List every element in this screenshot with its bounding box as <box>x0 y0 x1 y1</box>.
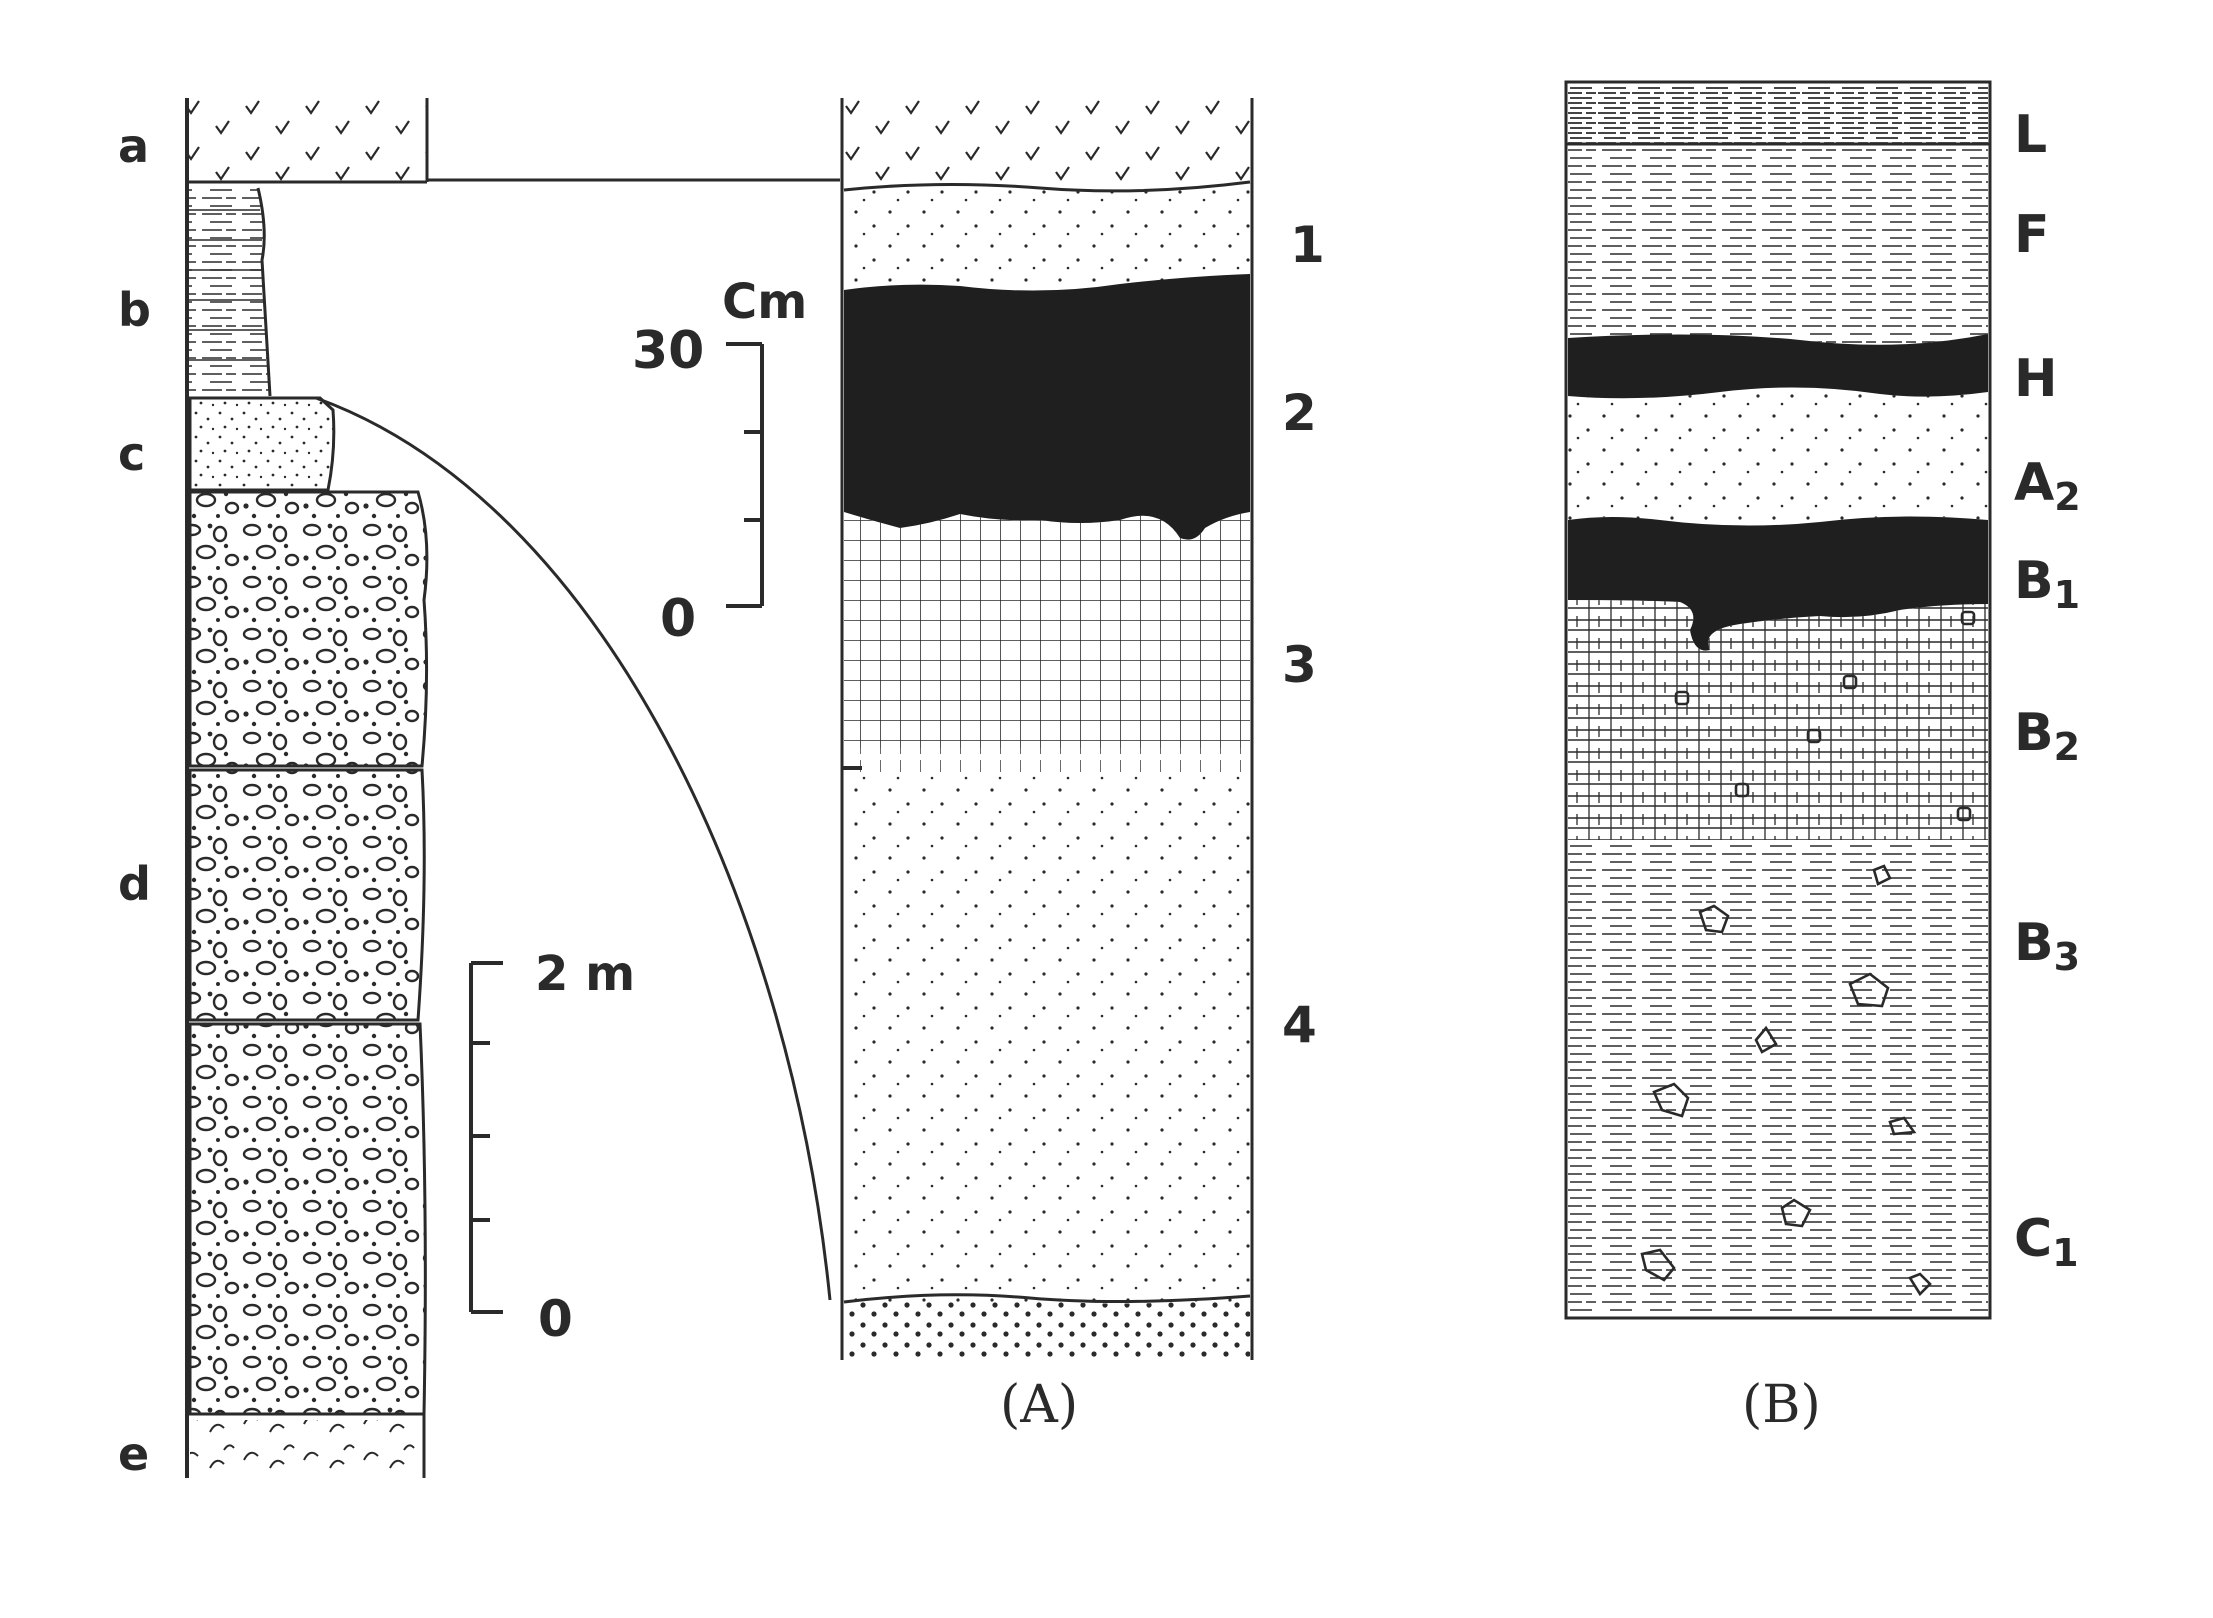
column-a-layer-numbers: 1 2 3 4 <box>1282 216 1325 1054</box>
column-a-vegetation <box>844 98 1250 188</box>
cm-scale-bottom-label: 0 <box>660 589 696 649</box>
left-scale-top-label: 2 m <box>535 946 635 1002</box>
layer-e-bedrock <box>190 1414 426 1478</box>
cm-scale-top-label: 30 <box>632 321 704 381</box>
layer-number-3: 3 <box>1282 636 1317 694</box>
horizon-f-fermentation <box>1568 146 1988 345</box>
horizon-b3-c1 <box>1568 840 1988 1316</box>
label-a: a <box>118 119 149 173</box>
column-b-horizon-labels: L F H A2 B1 B2 B3 C1 <box>2014 105 2081 1275</box>
horizon-label-b2: B2 <box>2014 703 2080 769</box>
horizon-a2-eluvial <box>1568 387 1988 526</box>
label-d: d <box>118 857 151 911</box>
horizon-label-l: L <box>2014 105 2047 165</box>
column-a-layer-4-sand <box>843 776 1251 1304</box>
left-scale-bar: 2 m 0 <box>469 946 635 1348</box>
column-a-scale-bar: Cm 30 0 <box>632 274 807 649</box>
layer-a-topsoil <box>187 98 429 184</box>
left-stratigraphic-column <box>185 98 429 1478</box>
horizon-label-a2: A2 <box>2014 453 2081 519</box>
layer-c-sand <box>188 396 336 492</box>
column-a-base-coarse-sand <box>844 1296 1250 1360</box>
left-column-labels: a b c d e <box>118 119 151 1481</box>
horizon-label-f: F <box>2014 205 2050 265</box>
caption-b: (B) <box>1742 1375 1821 1435</box>
label-c: c <box>118 427 145 481</box>
column-a-layer-3-grid <box>842 512 1250 772</box>
horizon-h-humus <box>1568 334 1988 399</box>
horizon-label-b3: B3 <box>2014 913 2080 979</box>
label-e: e <box>118 1427 149 1481</box>
section-connector-lines <box>315 178 840 1301</box>
column-b-forest-soil-profile <box>1564 80 1992 1320</box>
layer-number-2: 2 <box>1282 384 1317 442</box>
horizon-b1-illuvial <box>1568 516 1988 651</box>
layer-b-laminated <box>187 187 272 397</box>
column-a-soil-profile <box>840 98 1254 1360</box>
horizon-label-h: H <box>2014 349 2058 409</box>
column-a-layer-2-humus <box>844 274 1250 540</box>
c-horizon-stones <box>1640 864 1932 1297</box>
left-scale-bottom-label: 0 <box>538 1290 573 1348</box>
horizon-b2 <box>1568 600 1988 840</box>
b2-stones <box>1674 610 1976 822</box>
cm-unit-label: Cm <box>722 274 807 330</box>
horizon-label-c1: C1 <box>2014 1209 2079 1275</box>
horizon-l-litter <box>1566 84 1990 146</box>
layer-number-4: 4 <box>1282 996 1317 1054</box>
layer-d-gravel <box>188 490 429 1416</box>
column-a-layer-1-sand <box>843 180 1251 292</box>
caption-a: (A) <box>1000 1375 1078 1435</box>
layer-number-1: 1 <box>1290 216 1325 274</box>
label-b: b <box>118 283 151 337</box>
horizon-label-b1: B1 <box>2014 551 2080 617</box>
